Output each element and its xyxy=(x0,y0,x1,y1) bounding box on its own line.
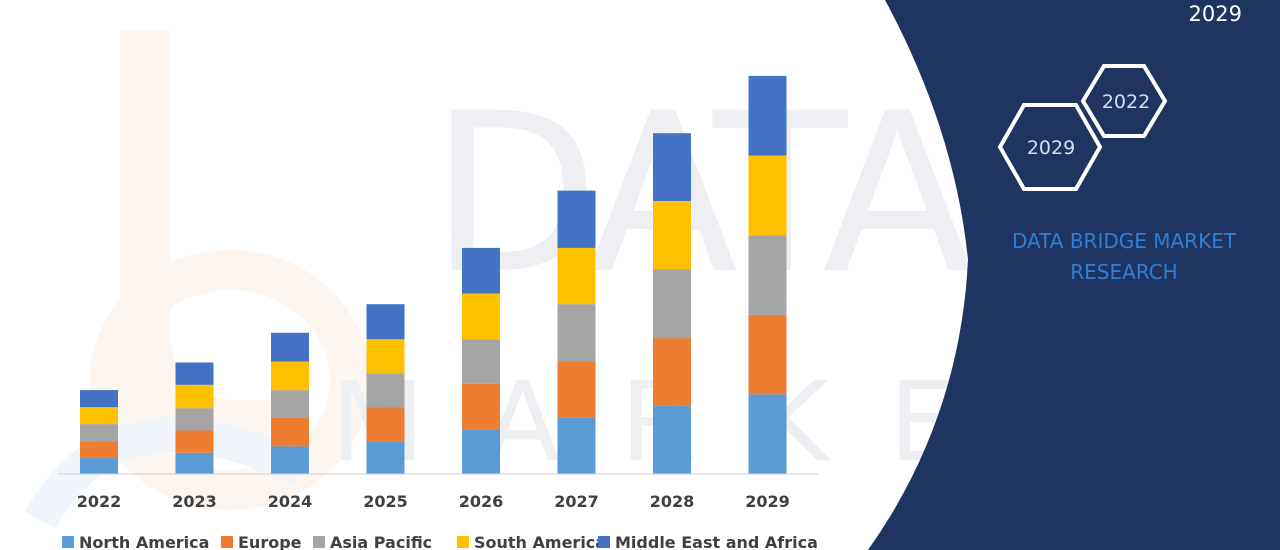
bar-middle-east-and-africa-2029 xyxy=(748,75,787,156)
bar-europe-2029 xyxy=(748,314,787,395)
bar-middle-east-and-africa-2027 xyxy=(557,190,596,248)
bar-asia-pacific-2027 xyxy=(557,304,596,362)
bar-europe-2024 xyxy=(271,417,309,447)
bar-north-america-2023 xyxy=(175,452,214,474)
x-tick-2023: 2023 xyxy=(172,492,217,511)
brand-name-line2: RESEARCH xyxy=(1070,260,1177,284)
legend-label-middle-east-and-africa: Middle East and Africa xyxy=(615,533,818,550)
bar-north-america-2024 xyxy=(271,446,309,474)
bar-north-america-2025 xyxy=(366,441,405,474)
x-tick-2026: 2026 xyxy=(459,492,504,511)
bar-asia-pacific-2022 xyxy=(80,424,118,442)
bar-europe-2026 xyxy=(462,383,500,430)
bar-europe-2022 xyxy=(80,441,118,459)
corner-year-label: 2029 xyxy=(1189,2,1242,26)
legend-label-asia-pacific: Asia Pacific xyxy=(330,533,432,550)
bar-north-america-2027 xyxy=(557,417,596,474)
legend-label-south-america: South America xyxy=(474,533,606,550)
x-tick-labels: 2022 2023 2024 2025 2026 2027 2028 2029 xyxy=(77,492,790,511)
bar-south-america-2022 xyxy=(80,407,118,425)
hex-year-2022: 2022 xyxy=(1102,91,1150,113)
bar-europe-2028 xyxy=(653,338,691,406)
bar-middle-east-and-africa-2022 xyxy=(80,390,118,408)
hex-year-2029: 2029 xyxy=(1027,137,1075,159)
legend: North America Europe Asia Pacific South Ame… xyxy=(62,533,818,550)
bar-south-america-2027 xyxy=(557,247,596,305)
bar-south-america-2025 xyxy=(366,339,405,374)
legend-swatch-europe xyxy=(221,536,233,548)
bar-asia-pacific-2024 xyxy=(271,390,309,418)
bar-europe-2023 xyxy=(175,430,214,453)
bar-south-america-2024 xyxy=(271,361,309,391)
bar-north-america-2022 xyxy=(80,458,118,474)
x-tick-2024: 2024 xyxy=(268,492,313,511)
x-tick-2029: 2029 xyxy=(745,492,790,511)
bar-asia-pacific-2026 xyxy=(462,339,500,384)
bar-middle-east-and-africa-2025 xyxy=(366,304,405,340)
bar-middle-east-and-africa-2026 xyxy=(462,247,500,294)
x-tick-2027: 2027 xyxy=(554,492,599,511)
bar-middle-east-and-africa-2028 xyxy=(653,133,691,202)
bar-north-america-2026 xyxy=(462,429,500,474)
legend-swatch-asia-pacific xyxy=(313,536,325,548)
bar-asia-pacific-2023 xyxy=(175,408,214,431)
bar-asia-pacific-2028 xyxy=(653,269,691,339)
bar-south-america-2023 xyxy=(175,384,214,409)
brand-name-line1: DATA BRIDGE MARKET xyxy=(1012,229,1237,253)
legend-swatch-north-america xyxy=(62,536,74,548)
bar-north-america-2029 xyxy=(748,394,787,474)
legend-label-north-america: North America xyxy=(79,533,209,550)
bar-europe-2025 xyxy=(366,407,405,442)
bar-layer xyxy=(80,75,787,474)
legend-label-europe: Europe xyxy=(238,533,302,550)
bar-europe-2027 xyxy=(557,361,596,418)
x-tick-2022: 2022 xyxy=(77,492,122,511)
bar-middle-east-and-africa-2023 xyxy=(175,362,214,385)
hexagon-2029: 2029 xyxy=(997,103,1103,191)
bar-north-america-2028 xyxy=(653,406,691,474)
brand-panel xyxy=(868,0,1280,550)
bar-south-america-2026 xyxy=(462,293,500,340)
bar-south-america-2029 xyxy=(748,155,787,236)
legend-swatch-south-america xyxy=(457,536,469,548)
bar-middle-east-and-africa-2024 xyxy=(271,332,309,362)
hexagon-2022: 2022 xyxy=(1080,64,1168,138)
bar-asia-pacific-2029 xyxy=(748,235,787,315)
x-tick-2025: 2025 xyxy=(363,492,408,511)
bar-asia-pacific-2025 xyxy=(366,373,405,408)
x-tick-2028: 2028 xyxy=(650,492,695,511)
bar-south-america-2028 xyxy=(653,201,691,270)
legend-swatch-middle-east-and-africa xyxy=(598,536,610,548)
